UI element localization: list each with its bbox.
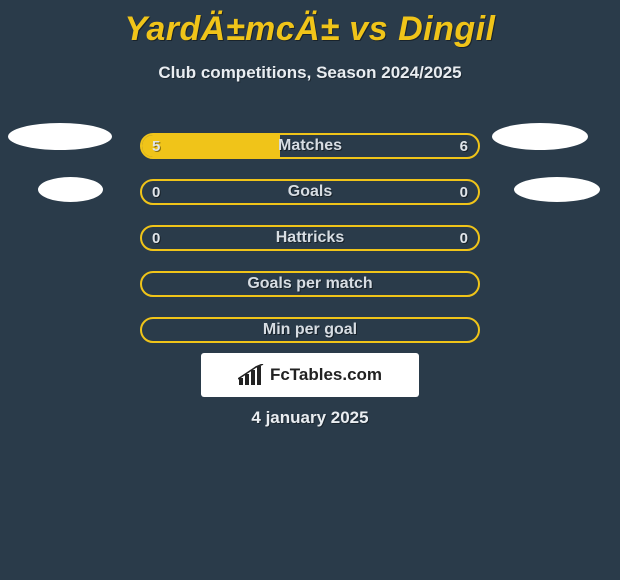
stat-label: Hattricks	[142, 227, 478, 249]
stat-label: Min per goal	[142, 319, 478, 341]
stat-bar: Goals per match	[140, 271, 480, 297]
brand-text: FcTables.com	[270, 365, 382, 385]
stat-bar: Min per goal	[140, 317, 480, 343]
stat-bar: 56Matches	[140, 133, 480, 159]
stat-bar: 0 0Hattricks	[140, 225, 480, 251]
brand-badge[interactable]: FcTables.com	[201, 353, 419, 397]
stat-fill-left	[142, 135, 280, 157]
stat-label: Goals	[142, 181, 478, 203]
page-subtitle: Club competitions, Season 2024/2025	[0, 63, 620, 83]
stat-row: 0 0Hattricks	[0, 215, 620, 261]
decorative-blob	[514, 177, 600, 202]
page-title: YardÄ±mcÄ± vs Dingil	[0, 0, 620, 49]
stat-value-right: 0	[460, 227, 468, 249]
decorative-blob	[8, 123, 112, 150]
stat-row: Min per goal	[0, 307, 620, 353]
stat-value-left: 0	[152, 181, 160, 203]
date-text: 4 january 2025	[0, 408, 620, 428]
decorative-blob	[38, 177, 103, 202]
stat-label: Goals per match	[142, 273, 478, 295]
stat-value-right: 0	[460, 181, 468, 203]
stat-value-right: 6	[460, 135, 468, 157]
stat-row: Goals per match	[0, 261, 620, 307]
stat-rows: 56Matches00Goals00HattricksGoals per mat…	[0, 123, 620, 353]
decorative-blob	[492, 123, 588, 150]
stat-value-left: 0	[152, 227, 160, 249]
stat-bar: 0 0Goals	[140, 179, 480, 205]
chart-icon	[238, 364, 264, 386]
comparison-card: YardÄ±mcÄ± vs Dingil Club competitions, …	[0, 0, 620, 580]
